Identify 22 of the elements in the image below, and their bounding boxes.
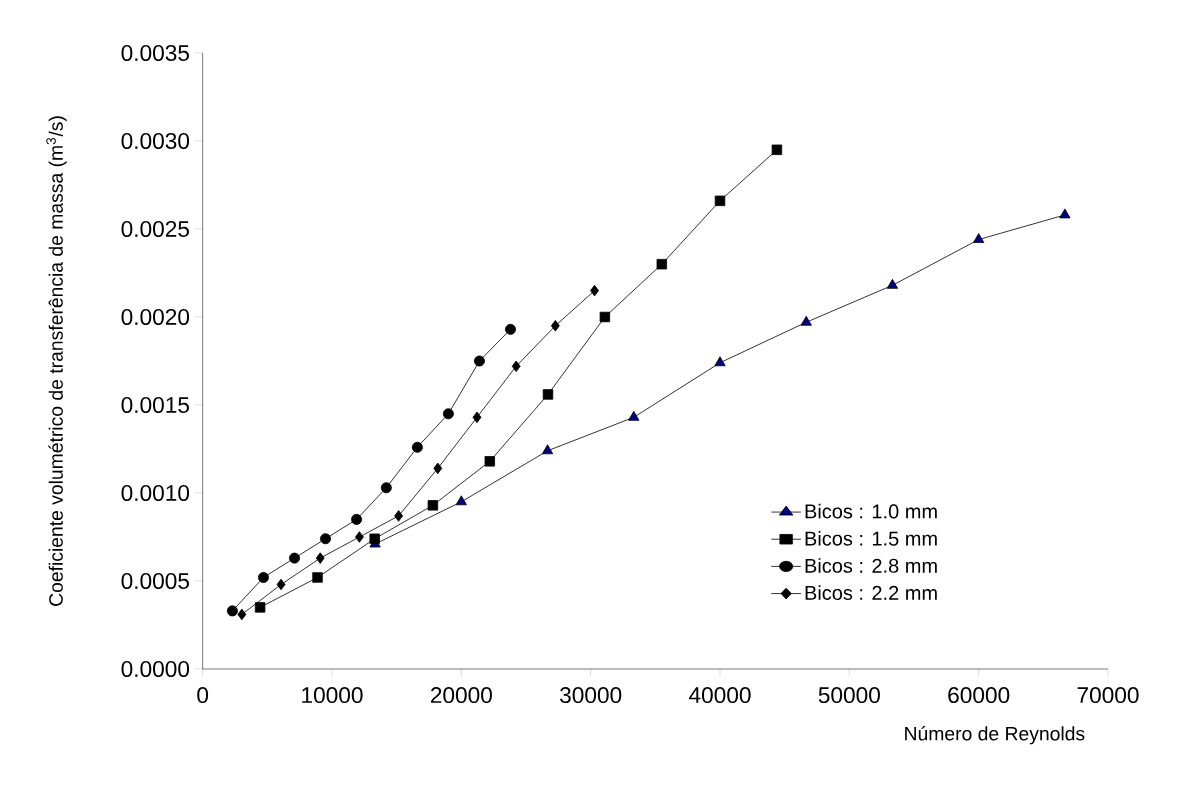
y-axis-title: Coeficiente volumétrico de transferência de massa (m$^{3}$/s) [46, 116, 67, 606]
y-tick-label: 0.0030 [121, 132, 190, 150]
x-tick-label: 70000 [1077, 687, 1139, 704]
x-tick-label: 0 [197, 687, 209, 704]
x-tick-label: 10000 [302, 687, 363, 704]
x-tick-label: 30000 [560, 687, 622, 704]
x-tick-label: 40000 [689, 687, 751, 704]
y-tick-label: 0.0035 [121, 44, 189, 62]
x-axis-title: Número de Reynolds [905, 726, 1085, 745]
legend-label: Bicos : 2.2 mm [805, 585, 937, 600]
y-tick-label: 0.0005 [121, 572, 189, 590]
y-tick-label: 0.0015 [121, 396, 189, 414]
legend-label: Bicos : 1.5 mm [805, 530, 937, 546]
y-tick-label: 0.0000 [121, 660, 190, 678]
x-tick-label: 60000 [948, 687, 1010, 704]
legend-label: Bicos : 2.8 mm [805, 558, 937, 573]
legend-label: Bicos : 1.0 mm [805, 503, 937, 519]
x-tick-label: 50000 [818, 687, 880, 704]
y-tick-label: 0.0025 [121, 220, 189, 238]
y-tick-label: 0.0020 [121, 308, 190, 326]
y-tick-label: 0.0010 [121, 484, 190, 502]
x-tick-label: 20000 [430, 687, 492, 704]
